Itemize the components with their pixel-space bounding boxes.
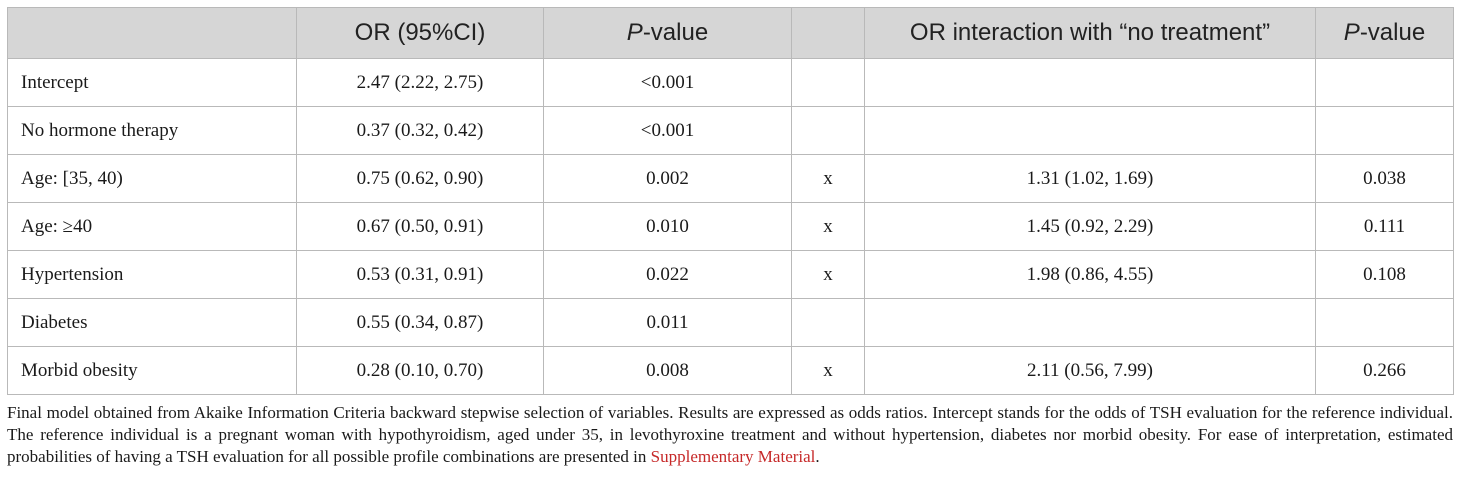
header-p-suffix: -value <box>642 19 709 46</box>
header-p-suffix-2: -value <box>1359 19 1426 46</box>
table-row: Age: ≥40 0.67 (0.50, 0.91) 0.010 x 1.45 … <box>7 202 1454 251</box>
row-label: Hypertension <box>7 250 297 299</box>
row-x <box>791 58 865 107</box>
row-p-interaction <box>1315 58 1454 107</box>
row-p: <0.001 <box>543 58 792 107</box>
header-variable <box>7 7 297 59</box>
row-p: 0.011 <box>543 298 792 347</box>
header-or-interaction: OR interaction with “no treatment” <box>864 7 1316 59</box>
header-or-ci: OR (95%CI) <box>296 7 544 59</box>
table-row: Hypertension 0.53 (0.31, 0.91) 0.022 x 1… <box>7 250 1454 299</box>
row-p-interaction: 0.038 <box>1315 154 1454 203</box>
row-label: No hormone therapy <box>7 106 297 155</box>
table-row: Intercept 2.47 (2.22, 2.75) <0.001 <box>7 58 1454 107</box>
row-p: 0.002 <box>543 154 792 203</box>
table-row: No hormone therapy 0.37 (0.32, 0.42) <0.… <box>7 106 1454 155</box>
row-x: x <box>791 346 865 395</box>
row-or-interaction: 1.98 (0.86, 4.55) <box>864 250 1316 299</box>
header-p-letter: P <box>626 19 643 46</box>
row-or-interaction <box>864 298 1316 347</box>
row-p-interaction: 0.111 <box>1315 202 1454 251</box>
row-or: 0.28 (0.10, 0.70) <box>296 346 544 395</box>
row-p: 0.022 <box>543 250 792 299</box>
results-table-container: OR (95%CI) P-value OR interaction with “… <box>7 7 1454 395</box>
row-label: Intercept <box>7 58 297 107</box>
header-p-value: P-value <box>543 7 792 59</box>
table-footnote: Final model obtained from Akaike Informa… <box>7 402 1453 468</box>
table-row: Age: [35, 40) 0.75 (0.62, 0.90) 0.002 x … <box>7 154 1454 203</box>
row-or: 0.75 (0.62, 0.90) <box>296 154 544 203</box>
header-p-value-interaction: P-value <box>1315 7 1454 59</box>
row-p-interaction <box>1315 298 1454 347</box>
row-p: <0.001 <box>543 106 792 155</box>
row-or-interaction <box>864 58 1316 107</box>
row-or-interaction: 1.31 (1.02, 1.69) <box>864 154 1316 203</box>
supplementary-material-link[interactable]: Supplementary Material <box>650 447 816 466</box>
row-x: x <box>791 154 865 203</box>
row-label: Diabetes <box>7 298 297 347</box>
row-p: 0.008 <box>543 346 792 395</box>
row-x: x <box>791 250 865 299</box>
footnote-text: Final model obtained from Akaike Informa… <box>7 403 1453 466</box>
row-or-interaction: 2.11 (0.56, 7.99) <box>864 346 1316 395</box>
table-row: Morbid obesity 0.28 (0.10, 0.70) 0.008 x… <box>7 346 1454 395</box>
row-x <box>791 298 865 347</box>
row-or-interaction: 1.45 (0.92, 2.29) <box>864 202 1316 251</box>
row-label: Age: [35, 40) <box>7 154 297 203</box>
header-interaction-flag <box>791 7 865 59</box>
row-or: 0.37 (0.32, 0.42) <box>296 106 544 155</box>
row-or: 0.53 (0.31, 0.91) <box>296 250 544 299</box>
row-label: Age: ≥40 <box>7 202 297 251</box>
footnote-end: . <box>815 447 820 466</box>
row-p-interaction: 0.266 <box>1315 346 1454 395</box>
table-header-row: OR (95%CI) P-value OR interaction with “… <box>7 7 1454 59</box>
row-or: 0.67 (0.50, 0.91) <box>296 202 544 251</box>
row-x <box>791 106 865 155</box>
row-label: Morbid obesity <box>7 346 297 395</box>
row-or-interaction <box>864 106 1316 155</box>
row-or: 0.55 (0.34, 0.87) <box>296 298 544 347</box>
table-row: Diabetes 0.55 (0.34, 0.87) 0.011 <box>7 298 1454 347</box>
row-x: x <box>791 202 865 251</box>
row-p-interaction <box>1315 106 1454 155</box>
header-p-letter-2: P <box>1343 19 1360 46</box>
row-p: 0.010 <box>543 202 792 251</box>
row-p-interaction: 0.108 <box>1315 250 1454 299</box>
odds-ratio-table: OR (95%CI) P-value OR interaction with “… <box>7 7 1454 395</box>
row-or: 2.47 (2.22, 2.75) <box>296 58 544 107</box>
